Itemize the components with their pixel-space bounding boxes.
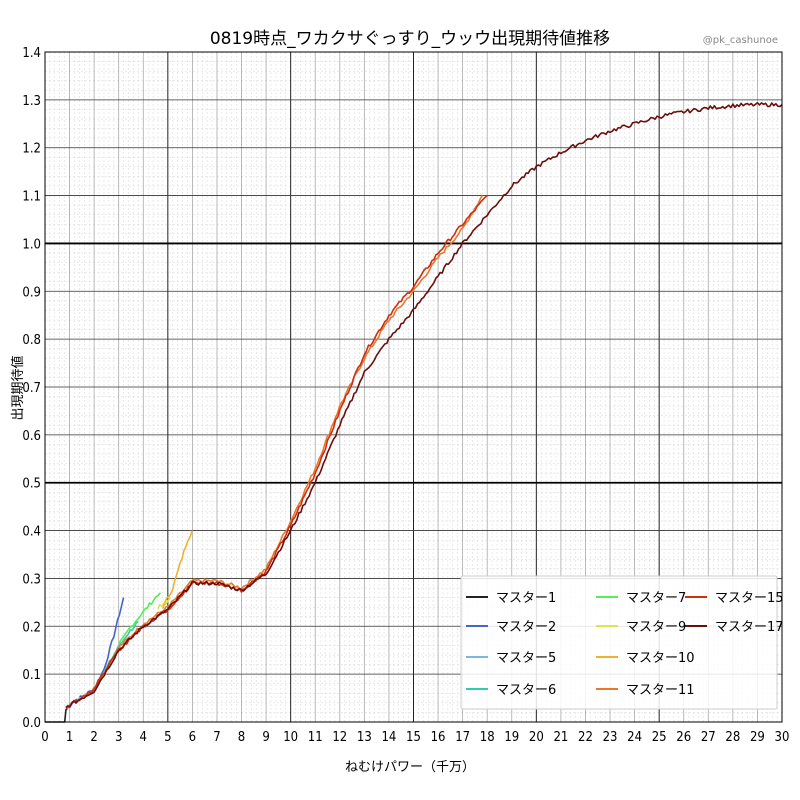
x-axis-label: ねむけパワー（千万）: [345, 760, 475, 775]
y-tick-labels: 0.0 0.1 0.2 0.3 0.4 0.5 0.6 0.7 0.8 0.9 1.0 1.1 1.2 1…: [22, 46, 41, 731]
x-tick-label: 16: [431, 730, 446, 745]
y-tick-label: 1.1: [22, 190, 41, 205]
legend-label: マスター5: [496, 651, 556, 666]
x-tick-label: 12: [332, 730, 347, 745]
x-tick-label: 14: [381, 730, 396, 745]
legend: マスター1 マスター2 マスター5 マスター6 マスター7 マスター9 マスター10 マスター…: [460, 575, 784, 710]
legend-label: マスター15: [715, 591, 784, 606]
y-tick-label: 0.2: [22, 620, 41, 635]
legend-label: マスター9: [626, 620, 686, 635]
y-tick-label: 0.1: [22, 668, 41, 683]
y-tick-label: 1.3: [22, 94, 41, 109]
x-tick-label: 7: [213, 730, 220, 745]
x-tick-label: 19: [504, 730, 519, 745]
legend-label: マスター10: [626, 651, 695, 666]
x-tick-label: 24: [627, 730, 642, 745]
x-tick-label: 8: [238, 730, 245, 745]
x-tick-label: 18: [480, 730, 495, 745]
y-tick-label: 0.9: [22, 285, 41, 300]
y-tick-label: 0.8: [22, 333, 41, 348]
legend-label: マスター7: [626, 591, 686, 606]
x-tick-labels: 0 1 2 3 4 5 6 7 8 9 10 11 12 13 14 15 16 17 18 19 20 21 22 23 24…: [41, 730, 789, 745]
plot-frame: [44, 51, 783, 723]
y-tick-label: 0.0: [22, 716, 41, 731]
x-tick-label: 23: [603, 730, 618, 745]
legend-label: マスター6: [496, 683, 556, 698]
x-tick-label: 13: [357, 730, 372, 745]
x-tick-label: 22: [578, 730, 593, 745]
y-axis-label: 出現期待値: [10, 355, 26, 420]
series-line: [162, 530, 194, 609]
y-tick-label: 0.3: [22, 572, 41, 587]
x-tick-label: 25: [652, 730, 667, 745]
y-tick-label: 0.7: [22, 381, 41, 396]
x-tick-label: 28: [725, 730, 740, 745]
chart-title: 0819時点_ワカクサぐっすり_ウッウ出現期待値推移: [210, 29, 610, 49]
x-tick-label: 2: [90, 730, 97, 745]
x-tick-label: 27: [701, 730, 716, 745]
legend-label: マスター2: [496, 620, 556, 635]
credit-label: @pk_cashunoe: [703, 35, 778, 46]
y-tick-label: 0.4: [22, 525, 41, 540]
legend-box: [460, 575, 778, 710]
x-tick-label: 4: [140, 730, 147, 745]
y-tick-label: 0.6: [22, 429, 41, 444]
x-tick-label: 5: [164, 730, 171, 745]
series-line: [157, 597, 171, 610]
series-layer: [45, 102, 783, 723]
x-tick-label: 15: [406, 730, 421, 745]
y-tick-label: 1.0: [22, 237, 41, 252]
x-tick-label: 10: [283, 730, 298, 745]
y-tick-label: 0.5: [22, 477, 41, 492]
series-line: [117, 592, 162, 645]
x-tick-label: 26: [676, 730, 691, 745]
legend-label: マスター11: [626, 683, 695, 698]
series-line: [65, 194, 488, 709]
x-tick-label: 21: [553, 730, 568, 745]
y-tick-label: 1.2: [22, 142, 41, 157]
x-tick-label: 3: [115, 730, 122, 745]
series-line: [65, 645, 120, 709]
x-tick-label: 0: [41, 730, 48, 745]
series-line: [65, 102, 783, 709]
x-tick-label: 6: [189, 730, 196, 745]
x-tick-label: 11: [308, 730, 323, 745]
x-tick-label: 1: [66, 730, 73, 745]
x-tick-label: 29: [750, 730, 765, 745]
x-tick-label: 20: [529, 730, 544, 745]
y-tick-label: 1.4: [22, 46, 41, 61]
legend-label: マスター17: [715, 620, 784, 635]
legend-label: マスター1: [496, 591, 556, 606]
x-tick-label: 9: [262, 730, 269, 745]
x-tick-label: 30: [775, 730, 790, 745]
x-tick-label: 17: [455, 730, 470, 745]
